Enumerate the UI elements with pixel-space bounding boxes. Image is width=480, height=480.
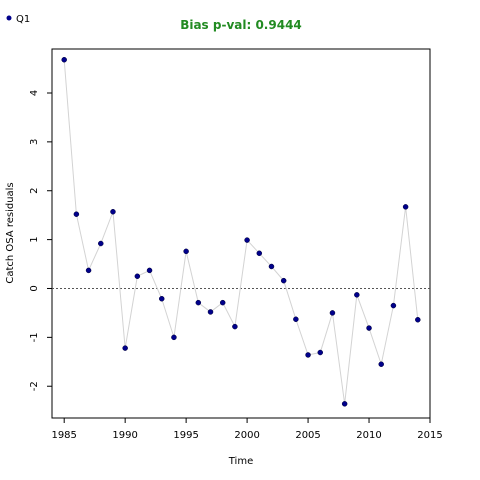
- x-tick-label: 1985: [51, 430, 76, 441]
- data-point: [73, 211, 80, 217]
- data-point: [110, 209, 116, 215]
- data-point: [293, 316, 299, 323]
- plot-area-border: [51, 48, 431, 419]
- data-point: [61, 57, 67, 63]
- x-tick-label: 2000: [234, 430, 259, 441]
- data-point: [195, 299, 202, 306]
- data-point: [402, 204, 409, 210]
- x-axis: 1985 1990 1995 2000 2005 2010 2015: [51, 418, 443, 441]
- legend-marker-q1: [6, 15, 12, 21]
- data-point: [415, 317, 421, 323]
- y-tick-label: 3: [29, 139, 40, 145]
- data-points: [61, 57, 421, 407]
- x-tick-label: 1990: [112, 430, 137, 441]
- data-point: [280, 277, 287, 284]
- x-axis-title: Time: [228, 456, 253, 467]
- x-tick-label: 2010: [356, 430, 381, 441]
- legend-label-q1: Q1: [16, 14, 30, 25]
- y-tick-label: -1: [29, 332, 40, 342]
- y-axis: -2 -1 0 1 2 3 4: [29, 90, 52, 391]
- chart-title: Bias p-val: 0.9444: [180, 18, 302, 32]
- x-tick-label: 2005: [295, 430, 320, 441]
- data-point: [146, 267, 153, 274]
- data-point: [85, 267, 92, 274]
- data-point: [122, 345, 128, 351]
- data-point: [244, 237, 250, 243]
- x-tick-label: 2015: [417, 430, 442, 441]
- data-point: [207, 309, 214, 315]
- y-tick-label: 1: [29, 236, 40, 242]
- data-point: [378, 361, 384, 367]
- x-tick-label: 1995: [173, 430, 198, 441]
- data-point: [329, 310, 336, 316]
- data-point: [366, 325, 372, 331]
- y-tick-label: -2: [29, 381, 40, 391]
- y-tick-label: 2: [29, 188, 40, 194]
- y-tick-label: 0: [29, 285, 40, 291]
- data-point: [390, 302, 397, 309]
- data-point: [98, 240, 104, 247]
- data-point: [232, 323, 238, 330]
- data-point: [268, 263, 275, 270]
- data-point: [171, 334, 177, 341]
- data-point: [134, 273, 141, 280]
- y-axis-title: Catch OSA residuals: [5, 182, 16, 283]
- series-line-q1: [63, 59, 419, 404]
- data-point: [317, 349, 324, 356]
- y-tick-label: 4: [29, 90, 40, 96]
- data-point: [305, 352, 311, 358]
- data-point: [354, 292, 360, 298]
- data-point: [341, 401, 348, 407]
- legend: Q1: [6, 14, 30, 25]
- data-point: [219, 299, 226, 306]
- data-point: [158, 295, 165, 302]
- data-point: [183, 248, 189, 255]
- data-point: [256, 250, 263, 257]
